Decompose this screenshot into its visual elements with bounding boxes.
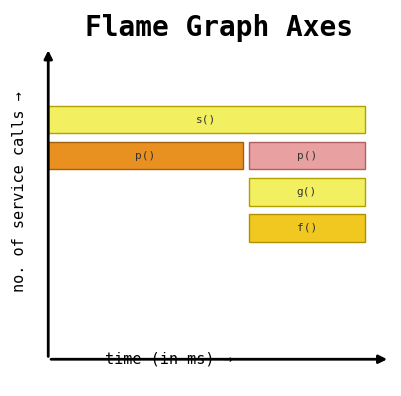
Text: p(): p() — [135, 151, 155, 161]
Text: time (in ms) →: time (in ms) → — [104, 352, 232, 366]
FancyBboxPatch shape — [249, 142, 364, 169]
FancyBboxPatch shape — [48, 142, 242, 169]
Text: s(): s() — [196, 115, 216, 125]
Text: f(): f() — [296, 223, 316, 233]
Title: Flame Graph Axes: Flame Graph Axes — [85, 14, 352, 42]
FancyBboxPatch shape — [48, 106, 364, 133]
Text: no. of service calls →: no. of service calls → — [12, 91, 27, 292]
FancyBboxPatch shape — [249, 178, 364, 206]
FancyBboxPatch shape — [249, 214, 364, 242]
Text: p(): p() — [296, 151, 316, 161]
Text: g(): g() — [296, 187, 316, 197]
